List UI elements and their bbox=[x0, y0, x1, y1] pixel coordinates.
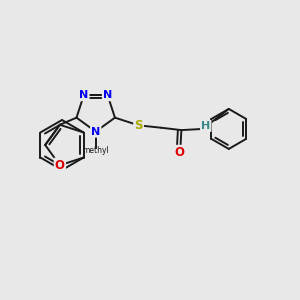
Text: H: H bbox=[201, 121, 210, 131]
Text: N: N bbox=[91, 127, 100, 136]
Text: N: N bbox=[79, 90, 88, 100]
Text: N: N bbox=[103, 90, 112, 100]
Text: methyl: methyl bbox=[82, 146, 109, 155]
Text: O: O bbox=[174, 146, 184, 159]
Text: S: S bbox=[134, 119, 143, 132]
Text: O: O bbox=[55, 159, 65, 172]
